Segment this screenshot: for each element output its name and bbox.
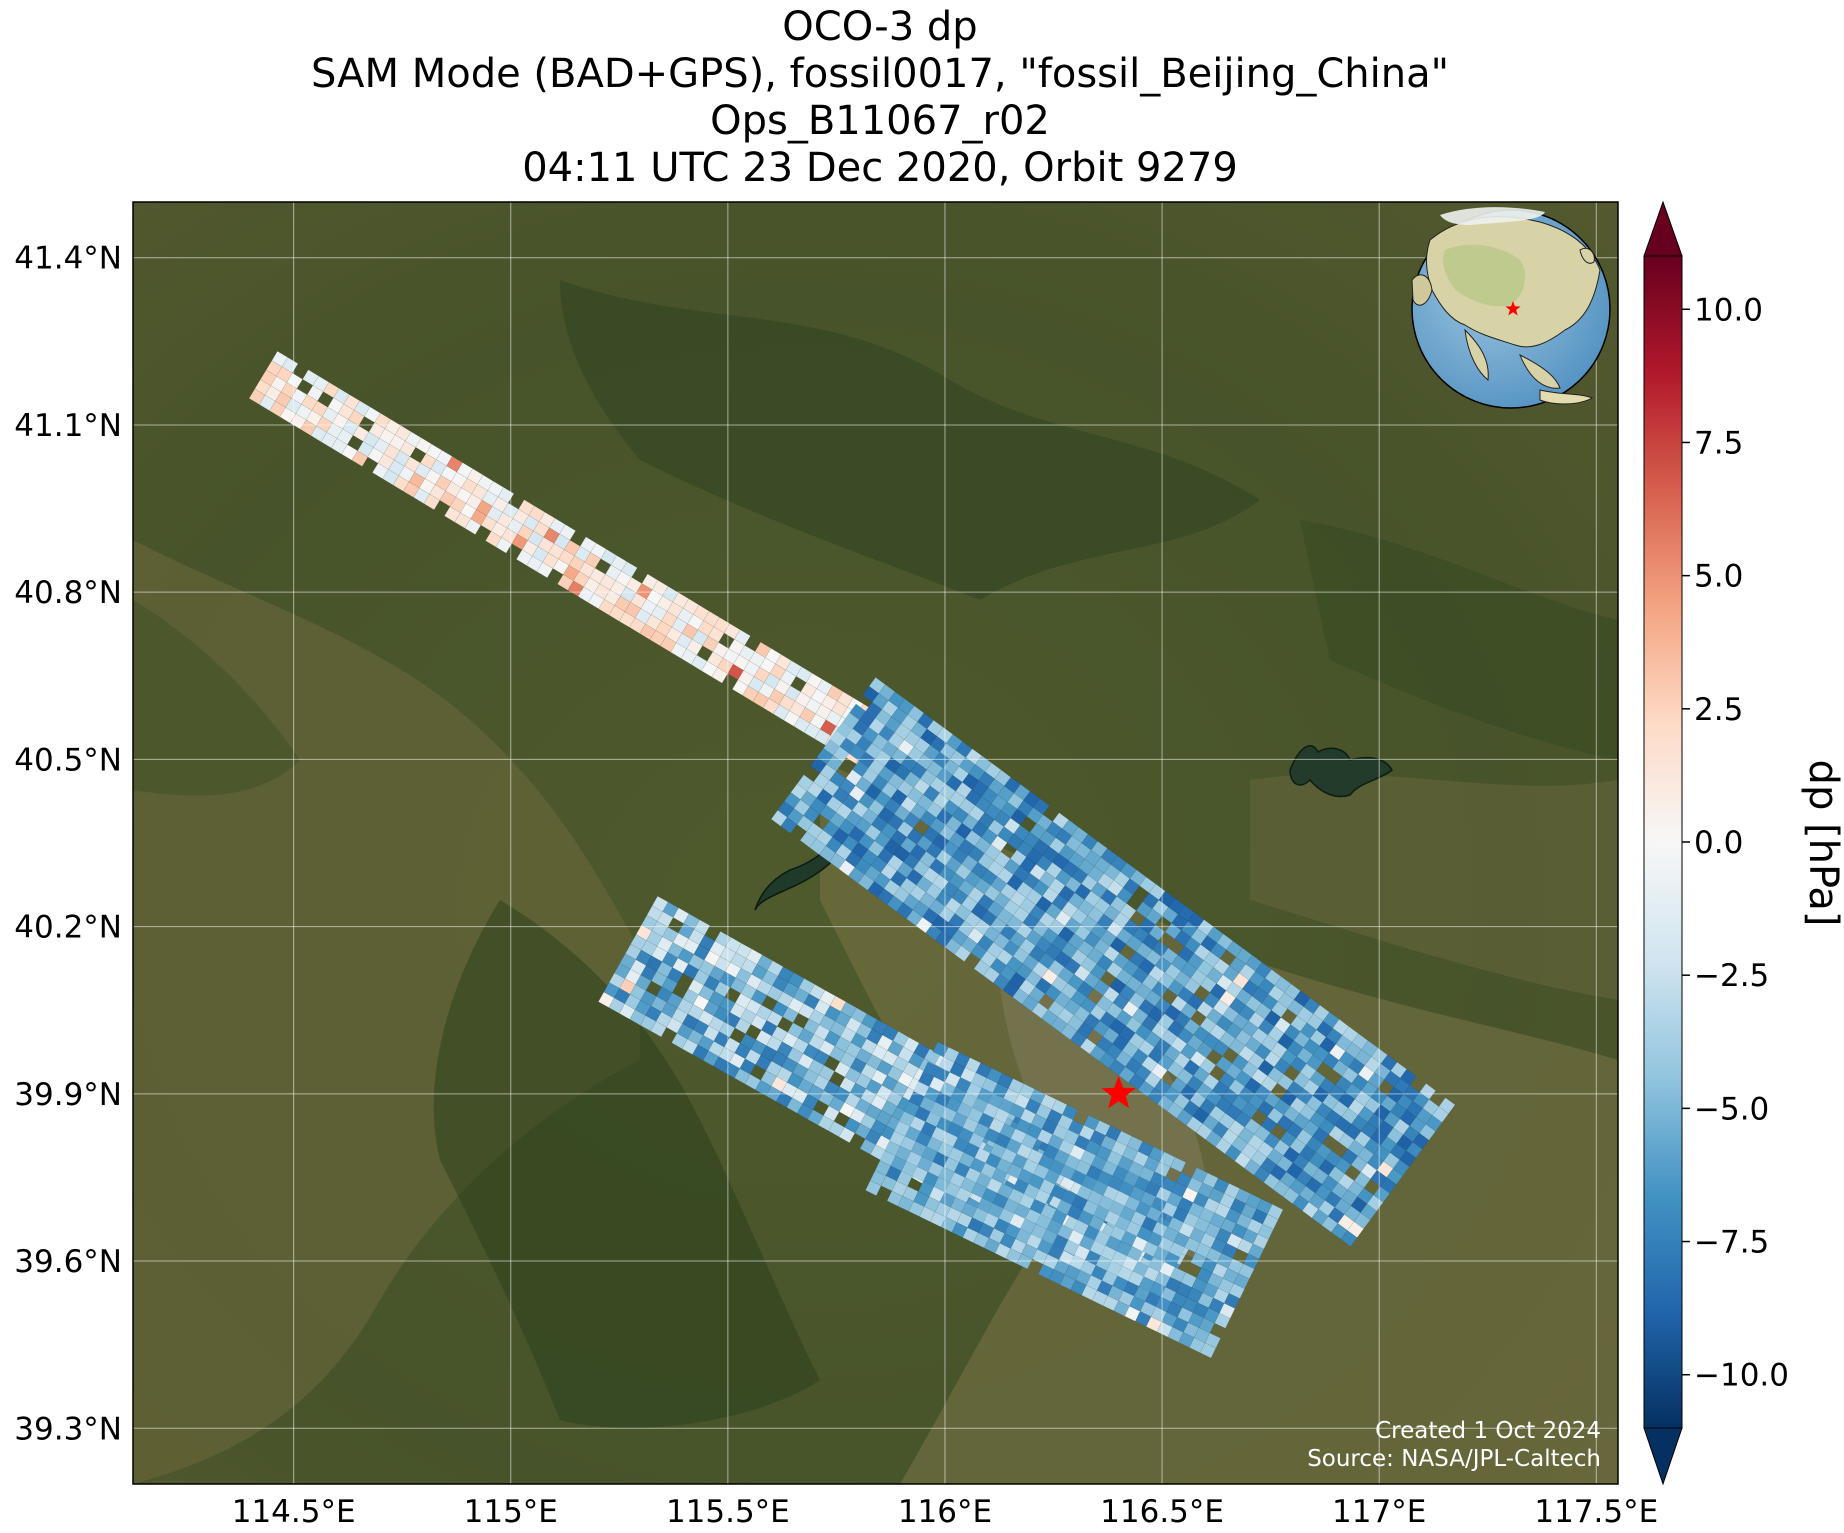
lat-tick-label: 40.2°N (14, 910, 122, 946)
sounding-cell (780, 817, 798, 834)
inset-globe (1411, 207, 1611, 409)
title-line-3: Ops_B11067_r02 (710, 98, 1050, 144)
sounding-cell (464, 518, 482, 535)
lat-tick-label: 40.5°N (14, 742, 122, 778)
swath-1 (248, 350, 905, 777)
sounding-cell (954, 945, 972, 962)
created-credit: Created 1 Oct 2024 (1375, 1418, 1601, 1444)
sounding-cell (351, 450, 369, 467)
colorbar-extend-min (1643, 1427, 1683, 1486)
colorbar-tick-label: 10.0 (1694, 292, 1763, 328)
sounding-cell (423, 493, 441, 511)
colorbar-tick-label: −10.0 (1694, 1358, 1789, 1394)
lon-tick-label: 116.5°E (1100, 1494, 1224, 1530)
colorbar-tick-label: 7.5 (1694, 425, 1743, 461)
lon-tick-label: 115.5°E (666, 1494, 790, 1530)
colorbar-tick-label: 2.5 (1694, 692, 1743, 728)
target-marker (1101, 1075, 1136, 1109)
colorbar-ticks: 10.0 7.5 5.0 2.5 0.0 −2.5 −5.0 −7.5 −10.0 (1682, 292, 1789, 1394)
colorbar-extend-max (1643, 200, 1683, 257)
dp-swaths (248, 350, 1456, 1359)
colorbar-tick-label: −7.5 (1694, 1225, 1769, 1261)
lat-tick-label: 41.1°N (14, 408, 122, 444)
sounding-cell (711, 667, 728, 684)
colorbar: 10.0 7.5 5.0 2.5 0.0 −2.5 −5.0 −7.5 −10.0 dp [hP… (1643, 200, 1844, 1486)
target-star (1101, 1075, 1136, 1109)
lon-tick-label: 117.5°E (1534, 1494, 1658, 1530)
sounding-cell (1340, 1230, 1358, 1247)
lat-tick-label: 40.8°N (14, 575, 122, 611)
sounding-cell (865, 1180, 882, 1196)
lat-tick-label: 41.4°N (14, 241, 122, 277)
lon-tick-label: 114.5°E (232, 1494, 356, 1530)
map-frame (132, 201, 1619, 1485)
lon-tick-label: 117°E (1332, 1494, 1426, 1530)
title-line-1: OCO-3 dp (782, 4, 978, 50)
gridlines (133, 202, 1618, 1484)
sounding-cell (1214, 1312, 1231, 1329)
sounding-cell (536, 561, 554, 579)
source-credit: Source: NASA/JPL-Caltech (1307, 1446, 1601, 1472)
longitude-tick-labels: 114.5°E 115°E 115.5°E 116°E 116.5°E 117°E 117.… (232, 1494, 1658, 1530)
lat-tick-label: 39.3°N (14, 1411, 122, 1447)
colorbar-label: dp [hPa] (1800, 760, 1844, 927)
lat-tick-label: 39.9°N (14, 1077, 122, 1113)
swath-4 (865, 1041, 1284, 1359)
lat-tick-label: 39.6°N (14, 1244, 122, 1280)
globe-star-shape (1505, 301, 1521, 316)
reservoir (1289, 745, 1393, 798)
sounding-cell (495, 537, 513, 554)
globe-target-star (1505, 301, 1521, 316)
latitude-tick-labels: 41.4°N 41.1°N 40.8°N 40.5°N 40.2°N 39.9°N 39.6… (14, 241, 122, 1448)
title-line-4: 04:11 UTC 23 Dec 2020, Orbit 9279 (522, 145, 1238, 191)
colorbar-tick-label: −5.0 (1694, 1091, 1769, 1127)
lon-tick-label: 116°E (898, 1494, 992, 1530)
sounding-cell (838, 1126, 856, 1143)
sounding-cell (1199, 1342, 1217, 1359)
title-line-2: SAM Mode (BAD+GPS), fossil0017, "fossil_… (310, 51, 1450, 97)
lake-outline (754, 813, 859, 911)
colorbar-tick-label: 0.0 (1694, 825, 1743, 861)
sounding-cell (650, 1021, 667, 1038)
globe-landmass (1411, 207, 1601, 405)
lon-tick-label: 115°E (464, 1494, 558, 1530)
colorbar-tick-label: −2.5 (1694, 958, 1769, 994)
colorbar-tick-label: 5.0 (1694, 559, 1743, 595)
colorbar-gradient (1643, 255, 1683, 1429)
